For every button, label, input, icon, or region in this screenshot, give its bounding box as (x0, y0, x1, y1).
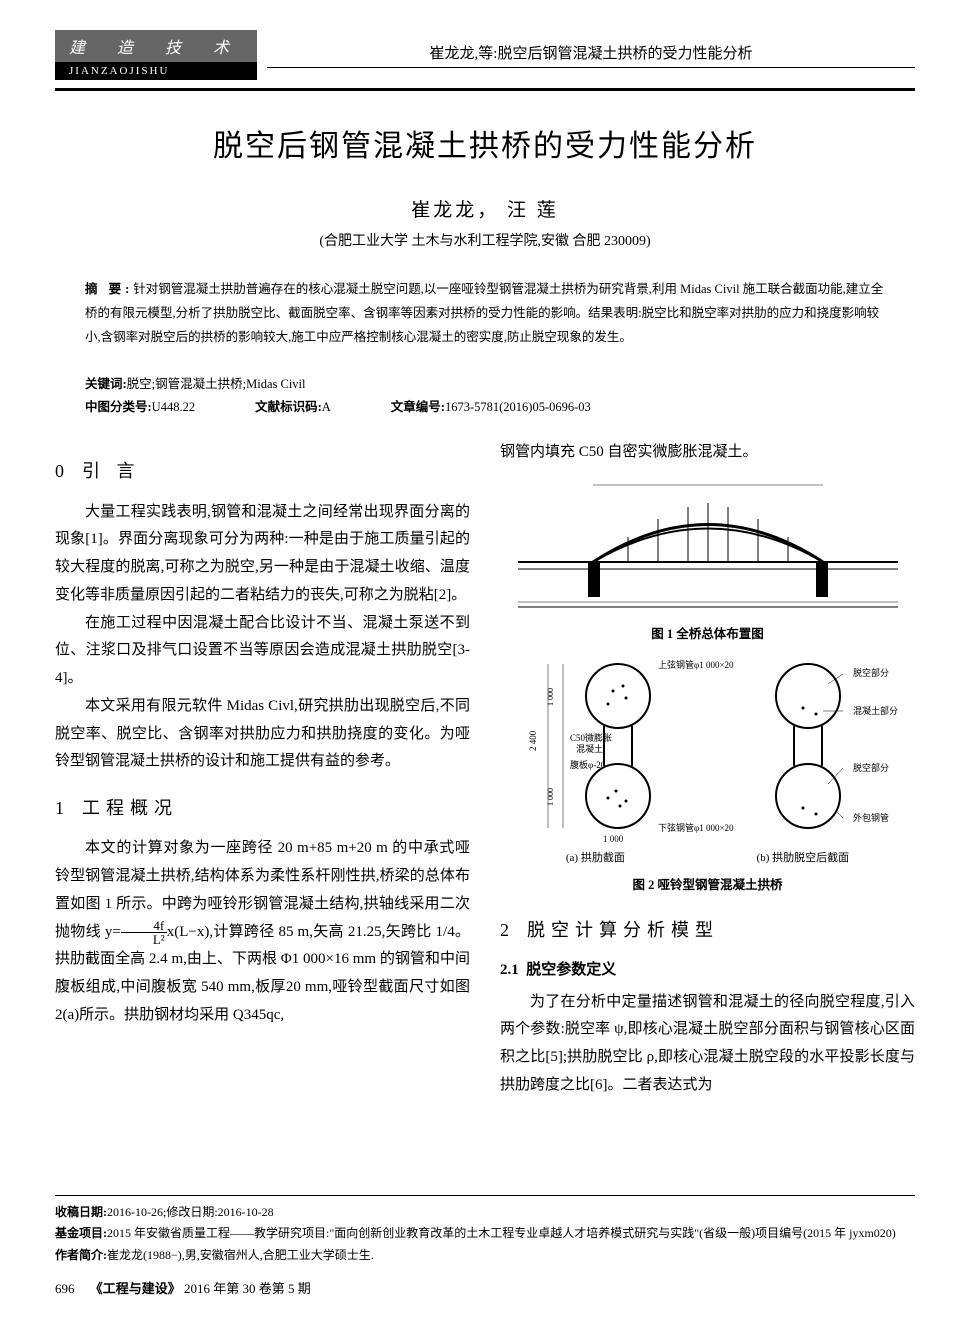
issue-info: 2016 年第 30 卷第 5 期 (184, 1281, 311, 1296)
dim-1000bottom: 1 000 (603, 834, 624, 844)
paragraph: 在施工过程中因混凝土配合比设计不当、混凝土泵送不到位、注浆口及排气口设置不当等原… (55, 610, 470, 693)
article-title: 脱空后钢管混凝土拱桥的受力性能分析 (55, 121, 915, 165)
abstract-label: 摘 要: (85, 282, 133, 296)
body-columns: 0引 言 大量工程实践表明,钢管和混凝土之间经常出现界面分离的现象[1]。界面分… (55, 439, 915, 1099)
fund-project: 基金项目:2015 年安徽省质量工程——教学研究项目:"面向创新创业教育改革的土… (55, 1223, 915, 1245)
section-2-1-heading: 2.1 脱空参数定义 (500, 957, 915, 985)
dim-1000a: 1 000 (546, 688, 555, 706)
author-bio: 作者简介:崔龙龙(1988−),男,安徽宿州人,合肥工业大学硕士生. (55, 1245, 915, 1267)
left-column: 0引 言 大量工程实践表明,钢管和混凝土之间经常出现界面分离的现象[1]。界面分… (55, 439, 470, 1099)
banner-category: 建 造 技 术 (55, 30, 257, 62)
section-1-heading: 1工程概况 (55, 792, 470, 825)
label-top-chord: 上弦钢管φ1 000×20 (658, 659, 734, 670)
figure-1: 图 1 全桥总体布置图 (500, 477, 915, 646)
fig2-sub-a: (a) 拱肋截面 (566, 848, 625, 868)
fig2-sub-b: (b) 拱肋脱空后截面 (757, 848, 850, 868)
banner-decor: 建 造 技 术 JIANZAOJISHU (55, 30, 257, 80)
article-no: 文章编号:1673-5781(2016)05-0696-03 (391, 396, 591, 415)
figure-1-caption: 图 1 全桥总体布置图 (500, 623, 915, 646)
label-concrete-part: 混凝土部分 (853, 705, 898, 716)
paragraph: 本文的计算对象为一座跨径 20 m+85 m+20 m 的中承式哑铃型钢管混凝土… (55, 835, 470, 1029)
bridge-elevation-svg (508, 477, 908, 617)
dim-2400: 2 400 (528, 730, 538, 751)
keywords: 关键词:脱空;钢管混凝土拱桥;Midas Civil (85, 373, 885, 392)
page-footer: 696 《工程与建设》 2016 年第 30 卷第 5 期 (55, 1277, 915, 1300)
journal-name: 《工程与建设》 (90, 1281, 181, 1296)
page-number: 696 (55, 1281, 75, 1296)
cross-section-svg: 上弦钢管φ1 000×20 下弦钢管φ1 000×20 C50微膨胀 混凝土 腹… (508, 656, 908, 846)
fraction: 4fL² (121, 919, 167, 946)
class-no: 中图分类号:U448.22 (85, 396, 195, 415)
paragraph: 大量工程实践表明,钢管和混凝土之间经常出现界面分离的现象[1]。界面分离现象可分… (55, 499, 470, 610)
paragraph: 为了在分析中定量描述钢管和混凝土的径向脱空程度,引入两个参数:脱空率 ψ,即核心… (500, 989, 915, 1100)
banner-pinyin: JIANZAOJISHU (55, 62, 257, 80)
received-date: 收稿日期:2016-10-26;修改日期:2016-10-28 (55, 1202, 915, 1224)
keywords-text: 脱空;钢管混凝土拱桥;Midas Civil (127, 377, 306, 391)
section-2-heading: 2脱空计算分析模型 (500, 914, 915, 947)
header-banner: 建 造 技 术 JIANZAOJISHU 崔龙龙,等:脱空后钢管混凝土拱桥的受力… (55, 30, 915, 80)
paragraph: 钢管内填充 C50 自密实微膨胀混凝土。 (500, 439, 915, 467)
label-outer: 外包钢管 (853, 812, 889, 823)
section-0-heading: 0引 言 (55, 455, 470, 488)
figure-2-caption: 图 2 哑铃型钢管混凝土拱桥 (500, 874, 915, 897)
meta-row: 中图分类号:U448.22 文献标识码:A 文章编号:1673-5781(201… (85, 396, 885, 415)
abstract-text: 针对钢管混凝土拱肋普遍存在的核心混凝土脱空问题,以一座哑铃型钢管混凝土拱桥为研究… (85, 282, 883, 344)
right-column: 钢管内填充 C50 自密实微膨胀混凝土。 (500, 439, 915, 1099)
footnote-block: 收稿日期:2016-10-26;修改日期:2016-10-28 基金项目:201… (55, 1195, 915, 1300)
affiliation: (合肥工业大学 土木与水利工程学院,安徽 合肥 230009) (55, 230, 915, 250)
figure-2-sublabels: (a) 拱肋截面 (b) 拱肋脱空后截面 (500, 848, 915, 868)
label-bottom-chord: 下弦钢管φ1 000×20 (658, 822, 734, 833)
label-c50: C50微膨胀 (570, 732, 612, 743)
running-head: 崔龙龙,等:脱空后钢管混凝土拱桥的受力性能分析 (267, 42, 915, 68)
paragraph: 本文采用有限元软件 Midas Civl,研究拱肋出现脱空后,不同脱空率、脱空比… (55, 693, 470, 776)
label-web: 腹板φ-20 (570, 759, 606, 770)
abstract: 摘 要:针对钢管混凝土拱肋普遍存在的核心混凝土脱空问题,以一座哑铃型钢管混凝土拱… (85, 278, 885, 349)
header-rule (55, 88, 915, 91)
label-void: 脱空部分 (853, 667, 889, 678)
label-void2: 脱空部分 (853, 762, 889, 773)
figure-2: 上弦钢管φ1 000×20 下弦钢管φ1 000×20 C50微膨胀 混凝土 腹… (500, 656, 915, 897)
doc-code: 文献标识码:A (255, 396, 331, 415)
authors: 崔龙龙， 汪 莲 (55, 195, 915, 222)
dim-1000b: 1 000 (546, 788, 555, 806)
keywords-label: 关键词: (85, 377, 127, 391)
svg-text:混凝土: 混凝土 (576, 743, 603, 754)
